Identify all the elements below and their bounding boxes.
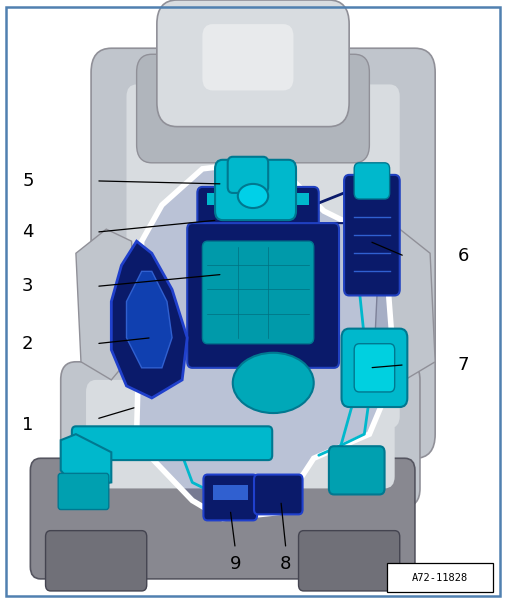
Ellipse shape: [237, 184, 268, 208]
FancyBboxPatch shape: [354, 163, 389, 199]
Polygon shape: [374, 229, 434, 380]
FancyBboxPatch shape: [136, 54, 369, 163]
Polygon shape: [136, 163, 394, 519]
FancyBboxPatch shape: [354, 344, 394, 392]
FancyBboxPatch shape: [207, 193, 308, 205]
FancyBboxPatch shape: [72, 426, 272, 460]
FancyBboxPatch shape: [212, 485, 247, 500]
Text: A72-11828: A72-11828: [411, 573, 468, 582]
Text: 6: 6: [457, 247, 468, 265]
FancyBboxPatch shape: [61, 362, 419, 507]
Ellipse shape: [232, 353, 313, 413]
Text: 5: 5: [22, 172, 33, 190]
FancyBboxPatch shape: [254, 475, 302, 514]
FancyBboxPatch shape: [58, 473, 109, 510]
Polygon shape: [76, 229, 136, 380]
Polygon shape: [61, 434, 111, 488]
Text: 7: 7: [457, 356, 468, 374]
FancyBboxPatch shape: [197, 187, 318, 247]
FancyBboxPatch shape: [91, 48, 434, 458]
FancyBboxPatch shape: [45, 531, 146, 591]
FancyBboxPatch shape: [202, 24, 293, 90]
FancyBboxPatch shape: [157, 0, 348, 127]
FancyBboxPatch shape: [343, 175, 399, 295]
FancyBboxPatch shape: [126, 84, 399, 428]
FancyBboxPatch shape: [386, 563, 492, 592]
FancyBboxPatch shape: [202, 241, 313, 344]
FancyBboxPatch shape: [298, 531, 399, 591]
Text: 2: 2: [22, 335, 33, 353]
Polygon shape: [111, 241, 187, 398]
FancyBboxPatch shape: [203, 475, 257, 520]
FancyBboxPatch shape: [187, 223, 338, 368]
Text: 4: 4: [22, 223, 33, 241]
Text: 9: 9: [229, 555, 240, 573]
FancyBboxPatch shape: [328, 446, 384, 494]
Text: 1: 1: [22, 416, 33, 434]
FancyBboxPatch shape: [341, 329, 407, 407]
FancyBboxPatch shape: [227, 157, 268, 193]
FancyBboxPatch shape: [30, 458, 414, 579]
FancyBboxPatch shape: [86, 380, 394, 488]
Polygon shape: [126, 271, 172, 368]
Text: 3: 3: [22, 277, 33, 295]
Text: 8: 8: [280, 555, 291, 573]
FancyBboxPatch shape: [215, 160, 295, 220]
